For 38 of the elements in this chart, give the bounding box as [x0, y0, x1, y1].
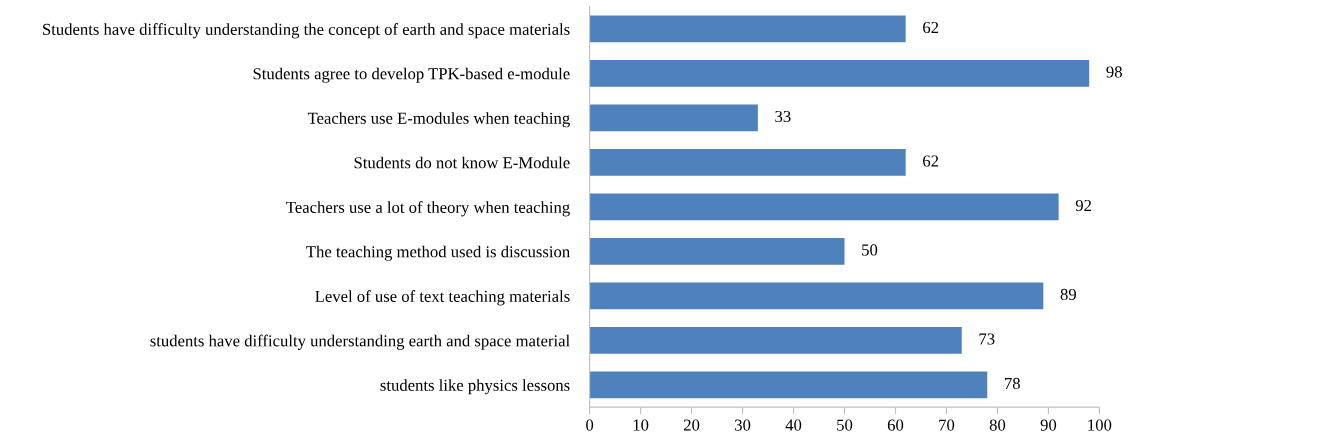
y-tick-label: Teachers use E-modules when teaching: [307, 112, 570, 128]
x-tick-label: 20: [683, 419, 700, 431]
y-tick-label: The teaching method used is discussion: [306, 245, 570, 261]
y-tick-label: Students agree to develop TPK-based e-module: [253, 67, 570, 83]
y-tick-label: Students do not know E-Module: [354, 156, 570, 169]
x-tick-label: 10: [633, 419, 649, 431]
data-label: 62: [923, 155, 939, 167]
x-tick-label: 30: [735, 419, 751, 431]
data-label: 78: [1005, 377, 1020, 390]
bar: [589, 104, 758, 132]
y-tick-label: students have difficulty understanding earth and space material: [150, 334, 570, 350]
data-label: 89: [1060, 288, 1076, 301]
bar: [589, 282, 1044, 310]
data-label: 92: [1075, 199, 1092, 212]
data-label: 50: [862, 244, 878, 256]
y-tick-label: Teachers use a lot of theory when teaching: [286, 201, 570, 217]
x-tick-label: 40: [785, 419, 802, 431]
x-tick-label: 0: [586, 419, 594, 431]
data-label: 33: [775, 110, 791, 123]
bar: [589, 238, 845, 265]
x-tick-label: 80: [989, 419, 1006, 431]
data-label: 98: [1106, 66, 1122, 78]
y-tick-label: Students have difficulty understanding the concept of earth and space materials: [43, 23, 570, 39]
x-tick-label: 60: [887, 419, 904, 431]
bar: [589, 60, 1090, 87]
bar: [589, 15, 906, 43]
bar: [589, 193, 1059, 221]
x-tick-label: 100: [1088, 419, 1112, 431]
x-tick-label: 90: [1040, 419, 1057, 431]
x-tick-label: 70: [939, 419, 955, 431]
data-label: 73: [979, 333, 995, 345]
bar: [589, 327, 962, 354]
y-tick-label: Level of use of text teaching materials: [315, 290, 570, 306]
bar: [589, 149, 906, 176]
x-tick-label: 50: [837, 419, 853, 431]
y-tick-label: students like physics lessons: [380, 379, 570, 395]
bar: [589, 371, 988, 399]
data-label: 62: [923, 21, 939, 34]
